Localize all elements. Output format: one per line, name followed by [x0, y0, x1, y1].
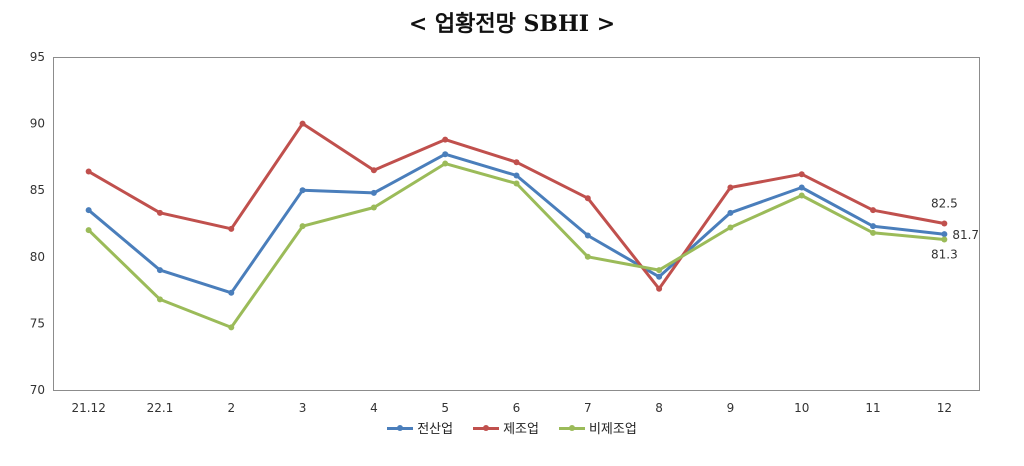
data-point-s1-1: [156, 209, 163, 216]
data-point-s0-12: [941, 231, 948, 238]
legend-label: 비제조업: [588, 422, 637, 437]
legend-item: 제조업: [473, 418, 539, 437]
x-tick-label: 5: [441, 401, 449, 415]
data-point-s0-0: [85, 207, 92, 214]
x-tick-label: 11: [865, 401, 880, 415]
x-tick-label: 2: [227, 401, 235, 415]
data-point-s1-10: [798, 171, 805, 178]
data-point-s1-0: [85, 168, 92, 175]
x-tick-label: 7: [584, 401, 592, 415]
chart-title: < 업황전망 SBHI >: [408, 11, 616, 37]
legend-label: 제조업: [503, 422, 539, 437]
series-line-2: [87, 162, 945, 329]
data-point-s0-10: [798, 184, 805, 191]
x-tick-label: 12: [937, 401, 952, 415]
data-point-s2-10: [798, 192, 805, 199]
data-point-s0-6: [513, 172, 520, 179]
data-point-s1-11: [870, 207, 877, 214]
data-point-s0-2: [228, 289, 235, 296]
data-label: 81.3: [931, 247, 958, 261]
y-tick-label: 80: [30, 250, 45, 264]
data-point-s1-4: [370, 167, 377, 174]
data-point-s1-5: [442, 136, 449, 143]
y-tick-label: 85: [30, 183, 45, 197]
series-line-1: [87, 122, 945, 291]
data-point-s1-2: [228, 225, 235, 232]
data-point-s1-6: [513, 159, 520, 166]
data-point-s2-2: [228, 324, 235, 331]
data-point-s2-4: [370, 204, 377, 211]
y-tick-label: 95: [30, 50, 45, 64]
data-point-s0-4: [370, 189, 377, 196]
plot-area-frame: [53, 57, 980, 391]
data-point-s0-8: [656, 273, 663, 280]
data-point-s1-7: [584, 195, 591, 202]
data-point-s0-9: [727, 209, 734, 216]
data-point-s2-11: [870, 229, 877, 236]
data-point-s0-7: [584, 232, 591, 239]
data-point-s0-11: [870, 223, 877, 230]
legend-swatch-icon: [473, 422, 500, 434]
x-tick-label: 8: [655, 401, 663, 415]
data-point-s0-3: [299, 187, 306, 194]
data-point-s0-5: [442, 151, 449, 158]
x-tick-label: 22.1: [147, 401, 174, 415]
data-point-s0-1: [156, 267, 163, 274]
x-tick-label: 6: [513, 401, 521, 415]
data-point-s1-3: [299, 120, 306, 127]
legend-swatch-icon: [558, 422, 585, 434]
y-tick-label: 70: [30, 383, 45, 397]
x-tick-label: 3: [299, 401, 307, 415]
x-tick-label: 10: [794, 401, 809, 415]
data-point-s2-1: [156, 296, 163, 303]
data-point-s2-5: [442, 160, 449, 167]
x-tick-label: 4: [370, 401, 378, 415]
legend-swatch-icon: [387, 422, 414, 434]
data-point-s2-9: [727, 224, 734, 231]
legend-item: 비제조업: [558, 418, 637, 437]
data-point-s1-12: [941, 220, 948, 227]
data-point-s1-8: [656, 285, 663, 292]
legend-item: 전산업: [387, 418, 453, 437]
data-label: 82.5: [931, 197, 958, 211]
x-tick-label: 21.12: [71, 401, 105, 415]
x-tick-label: 9: [727, 401, 735, 415]
data-point-s2-12: [941, 236, 948, 243]
data-point-s2-0: [85, 227, 92, 234]
data-label: 81.7: [952, 228, 979, 242]
data-point-s2-3: [299, 223, 306, 230]
chart-legend: 전산업 제조업 비제조업: [0, 418, 1024, 437]
data-point-s2-7: [584, 253, 591, 260]
data-point-s1-9: [727, 184, 734, 191]
legend-label: 전산업: [417, 422, 454, 437]
data-point-s2-6: [513, 180, 520, 187]
data-point-s2-8: [656, 267, 663, 274]
y-tick-label: 75: [30, 316, 45, 330]
y-tick-label: 90: [30, 117, 45, 131]
